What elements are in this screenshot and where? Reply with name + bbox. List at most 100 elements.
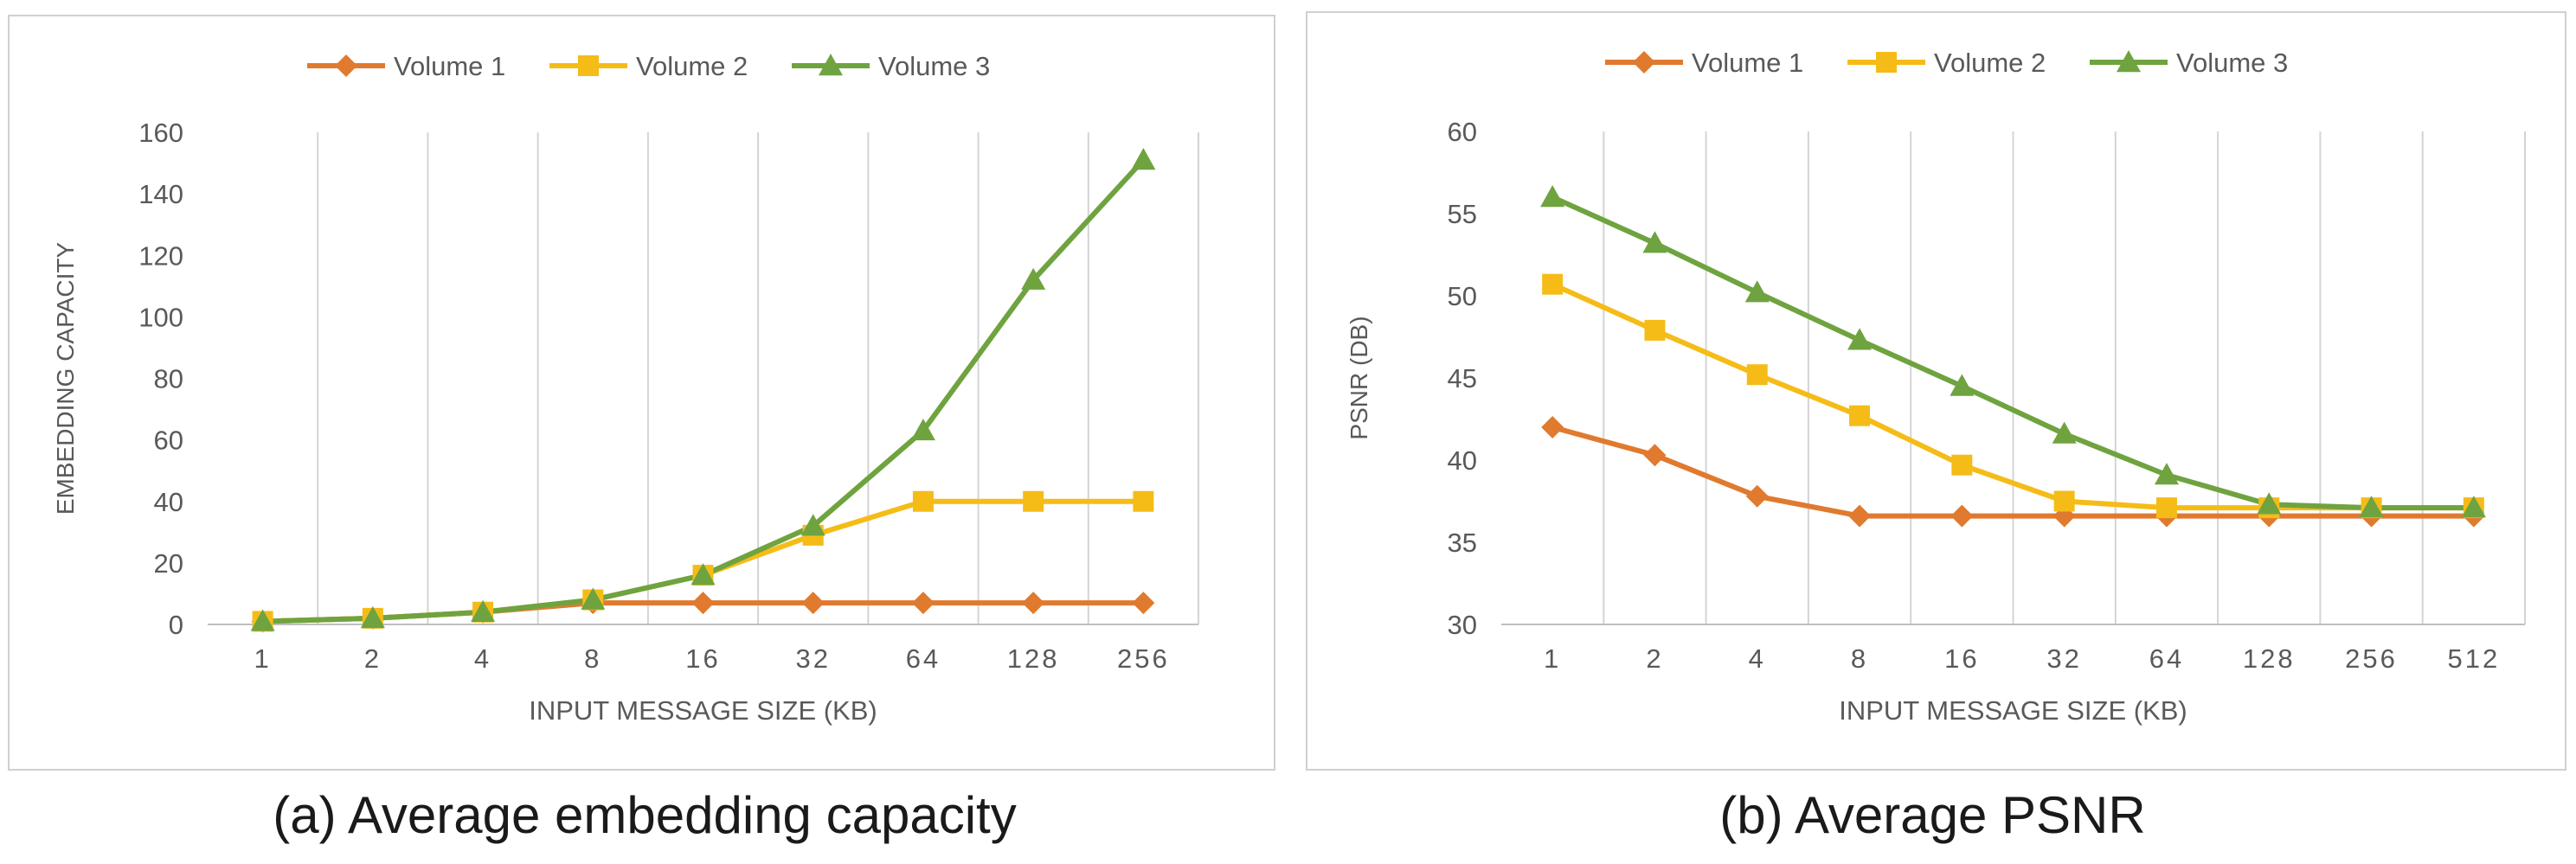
x-tick-label: 2 bbox=[1646, 643, 1663, 674]
x-tick-label: 256 bbox=[1117, 643, 1170, 674]
y-tick-label: 40 bbox=[154, 487, 183, 517]
y-tick-label: 60 bbox=[154, 426, 183, 456]
y-tick-label: 100 bbox=[138, 302, 183, 332]
data-point-volume-1 bbox=[1745, 484, 1769, 508]
data-point-volume-3 bbox=[1950, 374, 1975, 396]
data-point-volume-3 bbox=[360, 605, 385, 629]
data-point-volume-3 bbox=[1131, 148, 1156, 170]
data-point-volume-3 bbox=[1642, 231, 1667, 253]
x-tick-label: 1 bbox=[254, 643, 271, 674]
data-point-volume-2 bbox=[2053, 490, 2075, 512]
data-point-volume-3 bbox=[691, 563, 716, 586]
x-axis-title: INPUT MESSAGE SIZE (KB) bbox=[1839, 695, 2187, 726]
x-tick-label: 16 bbox=[685, 643, 720, 674]
series-line-volume-1 bbox=[1551, 425, 2474, 519]
data-point-volume-2 bbox=[1746, 364, 1768, 386]
x-tick-label: 128 bbox=[1007, 643, 1060, 674]
data-point-volume-3 bbox=[1021, 267, 1046, 290]
x-tick-label: 4 bbox=[474, 643, 491, 674]
legend-marker bbox=[1633, 51, 1655, 74]
x-tick-label: 512 bbox=[2447, 643, 2500, 674]
chart-panel-psnr: 30 35 40 45 50 55 60 1 2 4 8 16 32 64 128 256 512 INPUT M… bbox=[1289, 0, 2576, 864]
chart-svg-capacity: 0 20 40 60 80 100 120 140 160 1 2 4 8 16 32 64 128 256 INP… bbox=[8, 15, 1275, 771]
x-tick-label: 256 bbox=[2345, 643, 2398, 674]
data-point-volume-3 bbox=[471, 599, 496, 622]
y-tick-label: 20 bbox=[154, 548, 183, 579]
data-point-volume-3 bbox=[1847, 328, 1873, 350]
data-point-volume-1 bbox=[911, 592, 935, 615]
data-point-volume-2 bbox=[1644, 319, 1666, 341]
data-point-volume-3 bbox=[2461, 496, 2486, 518]
x-axis-title: INPUT MESSAGE SIZE (KB) bbox=[529, 695, 877, 726]
y-axis-title: PSNR (DB) bbox=[1346, 316, 1372, 439]
y-tick-label: 30 bbox=[1448, 610, 1477, 640]
y-tick-label: 55 bbox=[1448, 199, 1477, 229]
data-point-volume-3 bbox=[800, 514, 825, 536]
data-point-volume-3 bbox=[2257, 492, 2282, 515]
data-point-volume-2 bbox=[1849, 405, 1871, 426]
y-tick-label: 0 bbox=[169, 610, 183, 640]
data-point-volume-1 bbox=[1848, 504, 1872, 528]
x-tick-label: 64 bbox=[2149, 643, 2184, 674]
chart-caption-psnr: (b) Average PSNR bbox=[1719, 786, 2146, 844]
legend-label: Volume 2 bbox=[636, 51, 748, 81]
x-tick-label: 8 bbox=[1851, 643, 1868, 674]
legend-marker bbox=[1876, 52, 1897, 73]
data-point-volume-2 bbox=[1951, 454, 1973, 476]
chart-caption-capacity: (a) Average embedding capacity bbox=[273, 786, 1017, 844]
chart-frame bbox=[8, 15, 1275, 771]
data-point-volume-1 bbox=[1643, 444, 1667, 467]
legend-label: Volume 2 bbox=[1934, 48, 2046, 78]
x-tick-label: 32 bbox=[795, 643, 830, 674]
data-point-volume-2 bbox=[1133, 490, 1154, 512]
legend-label: Volume 1 bbox=[394, 51, 505, 81]
y-tick-label: 80 bbox=[154, 364, 183, 394]
data-point-volume-2 bbox=[1542, 273, 1564, 295]
chart-panel-capacity: 0 20 40 60 80 100 120 140 160 1 2 4 8 16 32 64 128 256 INP… bbox=[8, 15, 1275, 844]
y-tick-label: 40 bbox=[1448, 445, 1477, 476]
legend-label: Volume 1 bbox=[1692, 48, 1803, 78]
y-tick-label: 45 bbox=[1448, 363, 1477, 394]
x-tick-label: 128 bbox=[2243, 643, 2296, 674]
data-point-volume-3 bbox=[1540, 185, 1565, 208]
chart-frame bbox=[1306, 11, 2566, 771]
data-point-volume-3 bbox=[2052, 421, 2077, 444]
y-tick-label: 160 bbox=[138, 118, 183, 148]
data-point-volume-3 bbox=[2359, 496, 2384, 518]
x-tick-label: 16 bbox=[1944, 643, 1979, 674]
legend-label: Volume 3 bbox=[878, 51, 990, 81]
x-tick-label: 1 bbox=[1544, 643, 1561, 674]
legend-marker bbox=[335, 54, 357, 77]
legend-marker bbox=[578, 55, 599, 76]
data-point-volume-1 bbox=[1132, 592, 1155, 615]
data-point-volume-2 bbox=[912, 490, 934, 512]
data-point-volume-3 bbox=[250, 609, 275, 631]
data-point-volume-1 bbox=[1950, 504, 1974, 528]
data-point-volume-2 bbox=[2155, 497, 2177, 519]
y-tick-label: 35 bbox=[1448, 528, 1477, 558]
series-line-volume-3 bbox=[1551, 195, 2474, 511]
data-point-volume-1 bbox=[1541, 416, 1564, 438]
y-tick-label: 50 bbox=[1448, 281, 1477, 311]
chart-svg-psnr: 30 35 40 45 50 55 60 1 2 4 8 16 32 64 128 256 512 INPUT M… bbox=[1306, 11, 2566, 771]
y-axis-title: EMBEDDING CAPACITY bbox=[52, 242, 79, 515]
y-tick-label: 60 bbox=[1448, 117, 1477, 147]
x-tick-label: 64 bbox=[906, 643, 941, 674]
data-point-volume-3 bbox=[910, 418, 935, 441]
legend-marker bbox=[819, 54, 843, 76]
x-tick-label: 8 bbox=[584, 643, 601, 674]
data-point-volume-2 bbox=[1023, 490, 1044, 512]
data-point-volume-1 bbox=[801, 592, 825, 615]
data-point-volume-3 bbox=[581, 587, 606, 610]
x-tick-label: 4 bbox=[1749, 643, 1766, 674]
data-point-volume-3 bbox=[1744, 280, 1770, 303]
data-point-volume-1 bbox=[691, 592, 715, 615]
x-tick-label: 32 bbox=[2046, 643, 2081, 674]
y-tick-label: 120 bbox=[138, 240, 183, 271]
legend-label: Volume 3 bbox=[2176, 48, 2288, 78]
x-tick-label: 2 bbox=[364, 643, 382, 674]
data-point-volume-3 bbox=[2154, 463, 2179, 485]
legend-marker bbox=[2117, 50, 2141, 73]
y-tick-label: 140 bbox=[138, 179, 183, 209]
data-point-volume-1 bbox=[1022, 592, 1045, 615]
